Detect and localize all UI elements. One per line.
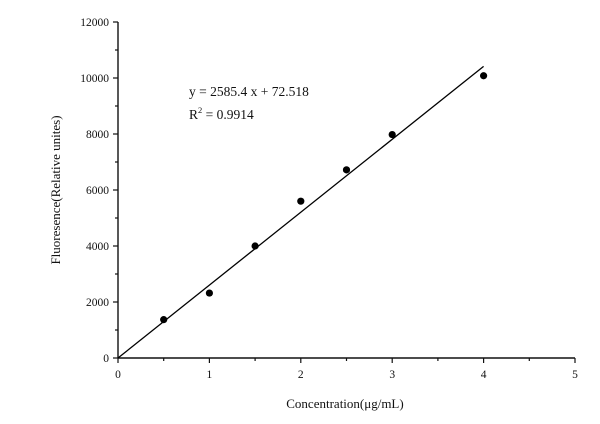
x-axis-ticks: 0 1 2 3 4 5 <box>115 358 578 381</box>
x-tick-label: 4 <box>481 369 487 381</box>
y-tick-label: 2000 <box>86 297 109 309</box>
data-point <box>388 130 396 139</box>
y-tick-label: 10000 <box>80 73 109 85</box>
axes <box>117 22 575 359</box>
x-tick-label: 1 <box>207 369 213 381</box>
data-point <box>205 289 213 297</box>
y-axis-title: Fluoresence(Relative unites) <box>48 115 63 264</box>
y-tick-label: 0 <box>103 353 109 365</box>
data-point <box>160 316 168 324</box>
y-tick-label: 8000 <box>86 129 109 141</box>
data-point <box>480 72 488 80</box>
y-tick-label: 12000 <box>80 17 109 29</box>
x-axis-title: Concentration(μg/mL) <box>286 396 403 411</box>
fit-equation: y = 2585.4 x + 72.518 <box>189 84 309 99</box>
x-tick-label: 0 <box>115 369 121 381</box>
y-axis-ticks: 0 2000 4000 6000 8000 10000 12000 <box>80 17 118 365</box>
r-squared: R2 = 0.9914 <box>189 105 254 122</box>
x-tick-label: 3 <box>389 369 395 381</box>
data-points <box>160 72 488 324</box>
y-tick-label: 6000 <box>86 185 109 197</box>
data-point <box>342 166 351 174</box>
data-point <box>297 197 305 205</box>
x-tick-label: 5 <box>572 369 578 381</box>
regression-line <box>117 65 485 359</box>
y-tick-label: 4000 <box>86 241 109 253</box>
fit-line <box>117 65 485 359</box>
x-tick-label: 2 <box>298 369 304 381</box>
data-point <box>251 242 259 250</box>
